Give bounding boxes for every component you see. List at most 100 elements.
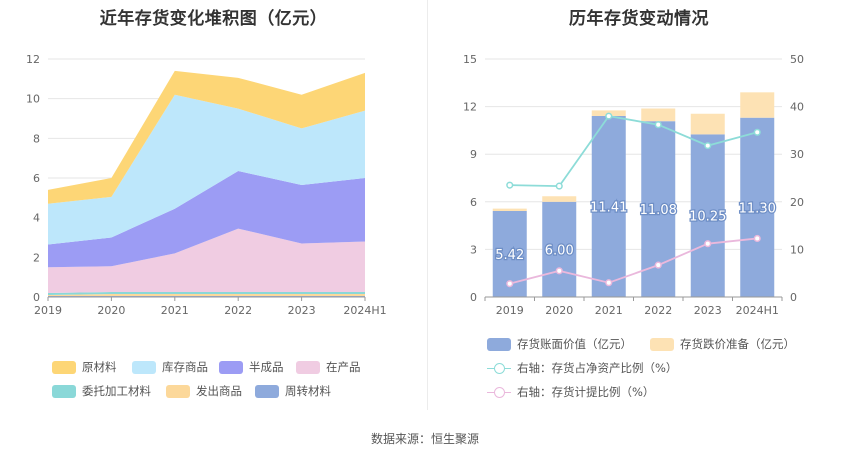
- line-point: [654, 121, 662, 129]
- line-右轴：存货占净资产比例（%）: [509, 115, 758, 188]
- left-y-tick-label: 2: [33, 251, 40, 264]
- legend-swatch: [650, 337, 674, 351]
- legend-label: 半成品: [249, 360, 284, 374]
- right-legend-item[interactable]: 存货账面价值（亿元）: [487, 336, 632, 352]
- legend-label: 在产品: [326, 360, 361, 374]
- legend-swatch: [52, 384, 76, 398]
- line-point: [704, 240, 712, 248]
- bar-存货账面价值（亿元）: [591, 115, 626, 297]
- bar-存货跌价准备（亿元）: [690, 113, 725, 135]
- line-point: [654, 261, 662, 269]
- left-x-tick-label: 2021: [161, 304, 189, 317]
- legend-label: 原材料: [82, 360, 117, 374]
- legend-swatch: [219, 360, 243, 374]
- left-legend-item[interactable]: 库存商品: [132, 359, 208, 375]
- left-x-tick-label: 2023: [288, 304, 316, 317]
- line-point: [605, 112, 613, 120]
- right-left-y-tick-label: 15: [463, 53, 477, 66]
- right-legend-item[interactable]: 右轴：存货计提比例（%）: [487, 384, 654, 400]
- right-right-y-tick-label: 30: [790, 148, 804, 161]
- bar-value-label: 11.08: [640, 203, 677, 218]
- right-right-y-tick-label: 10: [790, 243, 804, 256]
- legend-label: 库存商品: [162, 360, 208, 374]
- bar-存货账面价值（亿元）: [740, 117, 775, 297]
- legend-swatch: [166, 384, 190, 398]
- right-left-y-tick-label: 0: [470, 291, 477, 304]
- left-stacked-area-chart: 0 2 4 6 8 10 12 2019 2020 2021 2022 2023 2024H1: [26, 53, 387, 317]
- left-y-tick-label: 4: [33, 212, 40, 225]
- bar-value-label: 6.00: [545, 243, 574, 258]
- line-point: [506, 181, 514, 189]
- line-point: [506, 280, 514, 288]
- legend-label: 发出商品: [196, 384, 242, 398]
- bar-value-label: 10.25: [689, 210, 726, 225]
- left-x-tick-label: 2020: [97, 304, 125, 317]
- bar-value-label: 11.41: [590, 200, 627, 215]
- legend-label: 委托加工材料: [82, 384, 151, 398]
- line-右轴：存货计提比例（%）: [509, 237, 758, 285]
- area-半成品: [48, 171, 365, 268]
- right-right-y-tick-label: 50: [790, 53, 804, 66]
- left-y-tick-label: 8: [33, 132, 40, 145]
- right-left-y-tick-label: 12: [463, 101, 477, 114]
- right-right-y-tick-label: 0: [790, 291, 797, 304]
- area-在产品: [48, 228, 365, 294]
- bar-存货跌价准备（亿元）: [641, 108, 676, 122]
- line-point: [753, 234, 761, 243]
- left-y-tick-label: 0: [33, 291, 40, 304]
- data-source-note: 数据来源：恒生聚源: [370, 432, 479, 446]
- bar-存货跌价准备（亿元）: [492, 208, 527, 212]
- legend-swatch: [487, 337, 511, 351]
- left-legend-item[interactable]: 发出商品: [166, 383, 242, 399]
- legend-label: 存货跌价准备（亿元）: [680, 337, 795, 351]
- left-y-tick-label: 12: [26, 53, 40, 66]
- left-y-tick-label: 6: [33, 172, 40, 185]
- area-委托加工材料: [48, 292, 365, 296]
- left-legend-item[interactable]: 委托加工材料: [52, 383, 151, 399]
- left-y-tick-label: 10: [26, 93, 40, 106]
- legend-swatch: [255, 384, 279, 398]
- bar-存货跌价准备（亿元）: [542, 196, 577, 202]
- line-point: [753, 128, 761, 136]
- legend-swatch: [52, 360, 76, 374]
- left-x-tick-label: 2024H1: [343, 304, 386, 317]
- legend-label: 存货账面价值（亿元）: [517, 337, 632, 351]
- left-legend-item[interactable]: 周转材料: [255, 383, 331, 399]
- legend-swatch: [132, 360, 156, 374]
- bar-存货账面价值（亿元）: [690, 134, 725, 297]
- right-x-tick-label: 2021: [595, 304, 623, 317]
- left-legend-item[interactable]: 半成品: [219, 359, 284, 375]
- right-bar-line-chart: 0 3 6 9 12 15 0 10 20 30 40 50 2019 2020 2021 2022 2023 2…: [463, 53, 804, 317]
- right-left-y-tick-label: 3: [470, 243, 477, 256]
- right-legend-item[interactable]: 存货跌价准备（亿元）: [650, 336, 795, 352]
- line-point: [605, 279, 613, 287]
- line-point: [555, 267, 563, 275]
- bar-value-label: 11.30: [739, 201, 776, 216]
- area-发出商品: [48, 294, 365, 297]
- bar-存货跌价准备（亿元）: [740, 92, 775, 118]
- right-x-tick-label: 2023: [694, 304, 722, 317]
- right-x-tick-label: 2020: [545, 304, 573, 317]
- left-legend-item[interactable]: 在产品: [296, 359, 361, 375]
- panel-divider: [427, 0, 428, 410]
- area-库存商品: [48, 94, 365, 245]
- right-x-tick-label: 2024H1: [736, 304, 779, 317]
- right-left-y-tick-label: 6: [470, 196, 477, 209]
- bar-存货账面价值（亿元）: [542, 201, 577, 297]
- line-point: [555, 182, 563, 190]
- legend-label: 右轴：存货计提比例（%）: [517, 385, 655, 399]
- right-right-y-tick-label: 20: [790, 196, 804, 209]
- area-原材料: [48, 70, 365, 204]
- legend-swatch: [487, 362, 511, 375]
- left-legend-item[interactable]: 原材料: [52, 359, 117, 375]
- right-legend-item[interactable]: 右轴：存货占净资产比例（%）: [487, 360, 677, 376]
- right-x-tick-label: 2019: [496, 304, 524, 317]
- right-chart-title: 历年存货变动情况: [569, 9, 709, 29]
- left-x-tick-label: 2019: [34, 304, 62, 317]
- right-x-tick-label: 2022: [644, 304, 672, 317]
- line-point: [704, 142, 712, 150]
- right-right-y-tick-label: 40: [790, 101, 804, 114]
- left-x-tick-label: 2022: [224, 304, 252, 317]
- legend-label: 周转材料: [285, 384, 331, 398]
- bar-value-label: 5.42: [495, 248, 524, 263]
